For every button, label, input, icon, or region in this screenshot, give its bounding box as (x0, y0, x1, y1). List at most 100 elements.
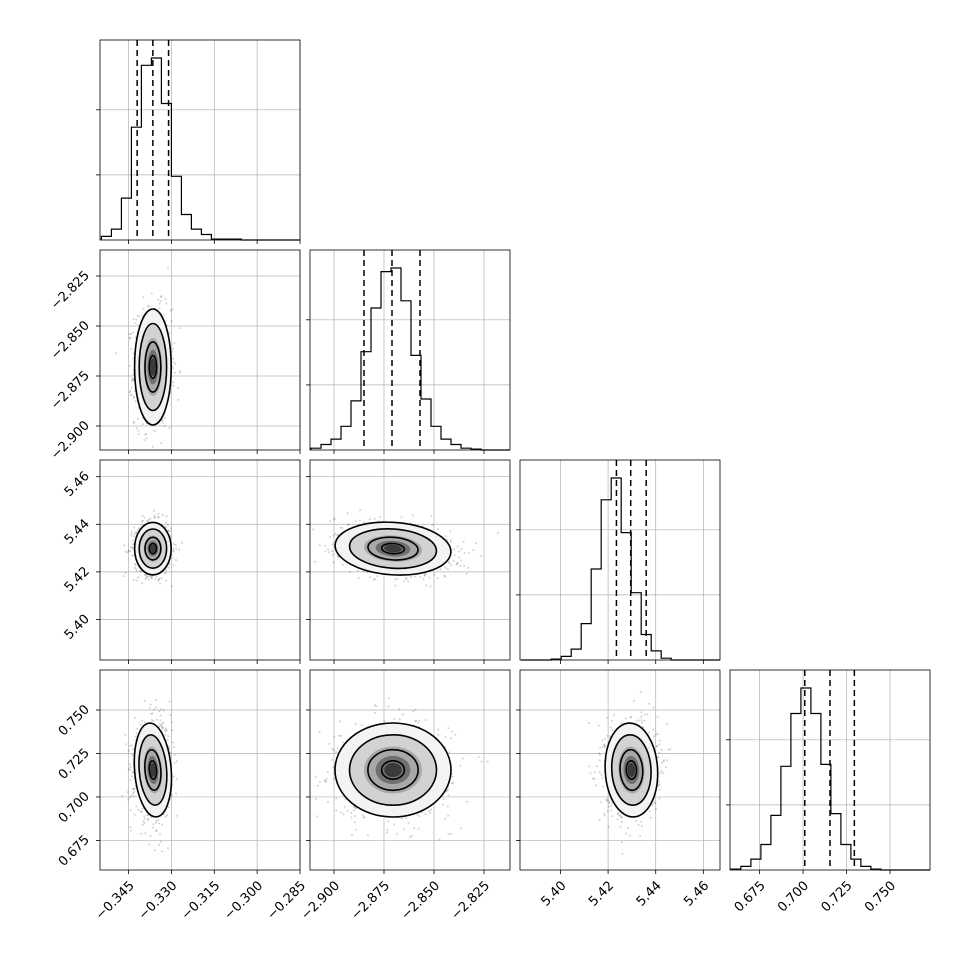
scatter-point (141, 314, 144, 317)
x-tick-label: 0.675 (732, 878, 769, 915)
contour-line-2 (138, 528, 168, 570)
scatter-point (171, 729, 174, 732)
scatter-point (606, 810, 609, 813)
scatter-point (640, 825, 643, 828)
scatter-point (412, 710, 415, 713)
x-tick-label: 5.46 (681, 878, 712, 909)
scatter-point (329, 536, 332, 538)
scatter-point (153, 429, 156, 432)
scatter-point (333, 518, 336, 521)
scatter-point (593, 777, 596, 780)
scatter-point (416, 813, 419, 816)
y-tick-label: 0.725 (56, 746, 93, 783)
scatter-point (619, 825, 622, 828)
scatter-point (169, 527, 172, 530)
scatter-point (605, 798, 608, 801)
scatter-point (413, 827, 416, 830)
scatter-point (153, 514, 156, 517)
scatter-point (132, 420, 135, 423)
scatter-point (620, 722, 623, 725)
scatter-point (415, 719, 418, 722)
scatter-point (155, 829, 158, 832)
contour-line-2 (138, 734, 168, 806)
scatter-point (405, 576, 408, 579)
scatter-point (611, 719, 614, 722)
scatter-point (173, 775, 176, 778)
scatter-point (143, 817, 146, 820)
scatter-point (424, 573, 427, 576)
scatter-point (132, 748, 135, 751)
scatter-point (133, 794, 136, 797)
scatter-point (153, 849, 156, 852)
scatter-point (181, 541, 184, 544)
scatter-point (360, 724, 363, 726)
scatter-point (422, 578, 425, 581)
scatter-point (132, 422, 135, 424)
scatter-point (126, 551, 129, 554)
scatter-point (342, 813, 345, 816)
scatter-point (627, 827, 629, 829)
scatter-point (352, 809, 355, 812)
x-tick-label: 0.725 (819, 878, 856, 915)
scatter-point (394, 584, 397, 587)
scatter-point (160, 295, 163, 297)
scatter-point (603, 814, 606, 817)
scatter-point (379, 516, 382, 518)
scatter-point (175, 792, 177, 795)
scatter-point (652, 706, 655, 709)
scatter-point (158, 844, 160, 846)
scatter-point (449, 540, 452, 543)
scatter-point (666, 722, 669, 725)
scatter-point (608, 800, 611, 803)
y-tick-label: −2.825 (48, 268, 93, 313)
scatter-point (652, 728, 655, 731)
scatter-point (459, 764, 462, 767)
scatter-point (598, 818, 601, 821)
scatter-point (414, 708, 417, 711)
scatter-point (639, 690, 642, 693)
scatter-point (620, 820, 623, 823)
scatter-point (353, 821, 356, 824)
scatter-point (135, 568, 137, 571)
scatter-point (386, 831, 389, 834)
y-tick-label: −2.850 (48, 318, 93, 363)
scatter-point (376, 575, 379, 578)
scatter-point (600, 801, 602, 804)
scatter-point (346, 523, 349, 526)
scatter-point (154, 577, 157, 580)
scatter-point (332, 534, 335, 537)
scatter-point (447, 788, 450, 791)
scatter-point (607, 805, 610, 808)
scatter-point (640, 711, 643, 714)
scatter-point (659, 772, 662, 775)
scatter-point (652, 735, 655, 738)
scatter-point (150, 292, 153, 295)
contour-line-2 (348, 733, 438, 806)
scatter-point (128, 337, 131, 340)
x-tick-label: 0.750 (862, 878, 899, 915)
scatter-point (669, 748, 672, 751)
scatter-point (332, 766, 335, 769)
scatter-point (128, 763, 131, 766)
x-tick-label: 0.700 (775, 878, 812, 915)
scatter-point (164, 298, 167, 301)
scatter-point (331, 543, 334, 546)
scatter-point (656, 756, 659, 759)
scatter-point (621, 852, 624, 855)
y-tick-label: 5.44 (62, 517, 93, 548)
scatter-point (436, 577, 439, 580)
scatter-point (410, 834, 413, 837)
scatter-point (133, 787, 136, 790)
scatter-point (179, 370, 182, 373)
scatter-point (620, 816, 623, 818)
scatter-point (429, 812, 432, 814)
scatter-point (429, 585, 432, 588)
scatter-point (131, 771, 134, 774)
scatter-point (152, 509, 155, 512)
scatter-point (349, 811, 352, 814)
scatter-point (629, 834, 632, 837)
scatter-point (163, 424, 166, 427)
scatter-point (452, 781, 455, 784)
scatter-point (142, 820, 145, 823)
scatter-point (413, 575, 416, 578)
